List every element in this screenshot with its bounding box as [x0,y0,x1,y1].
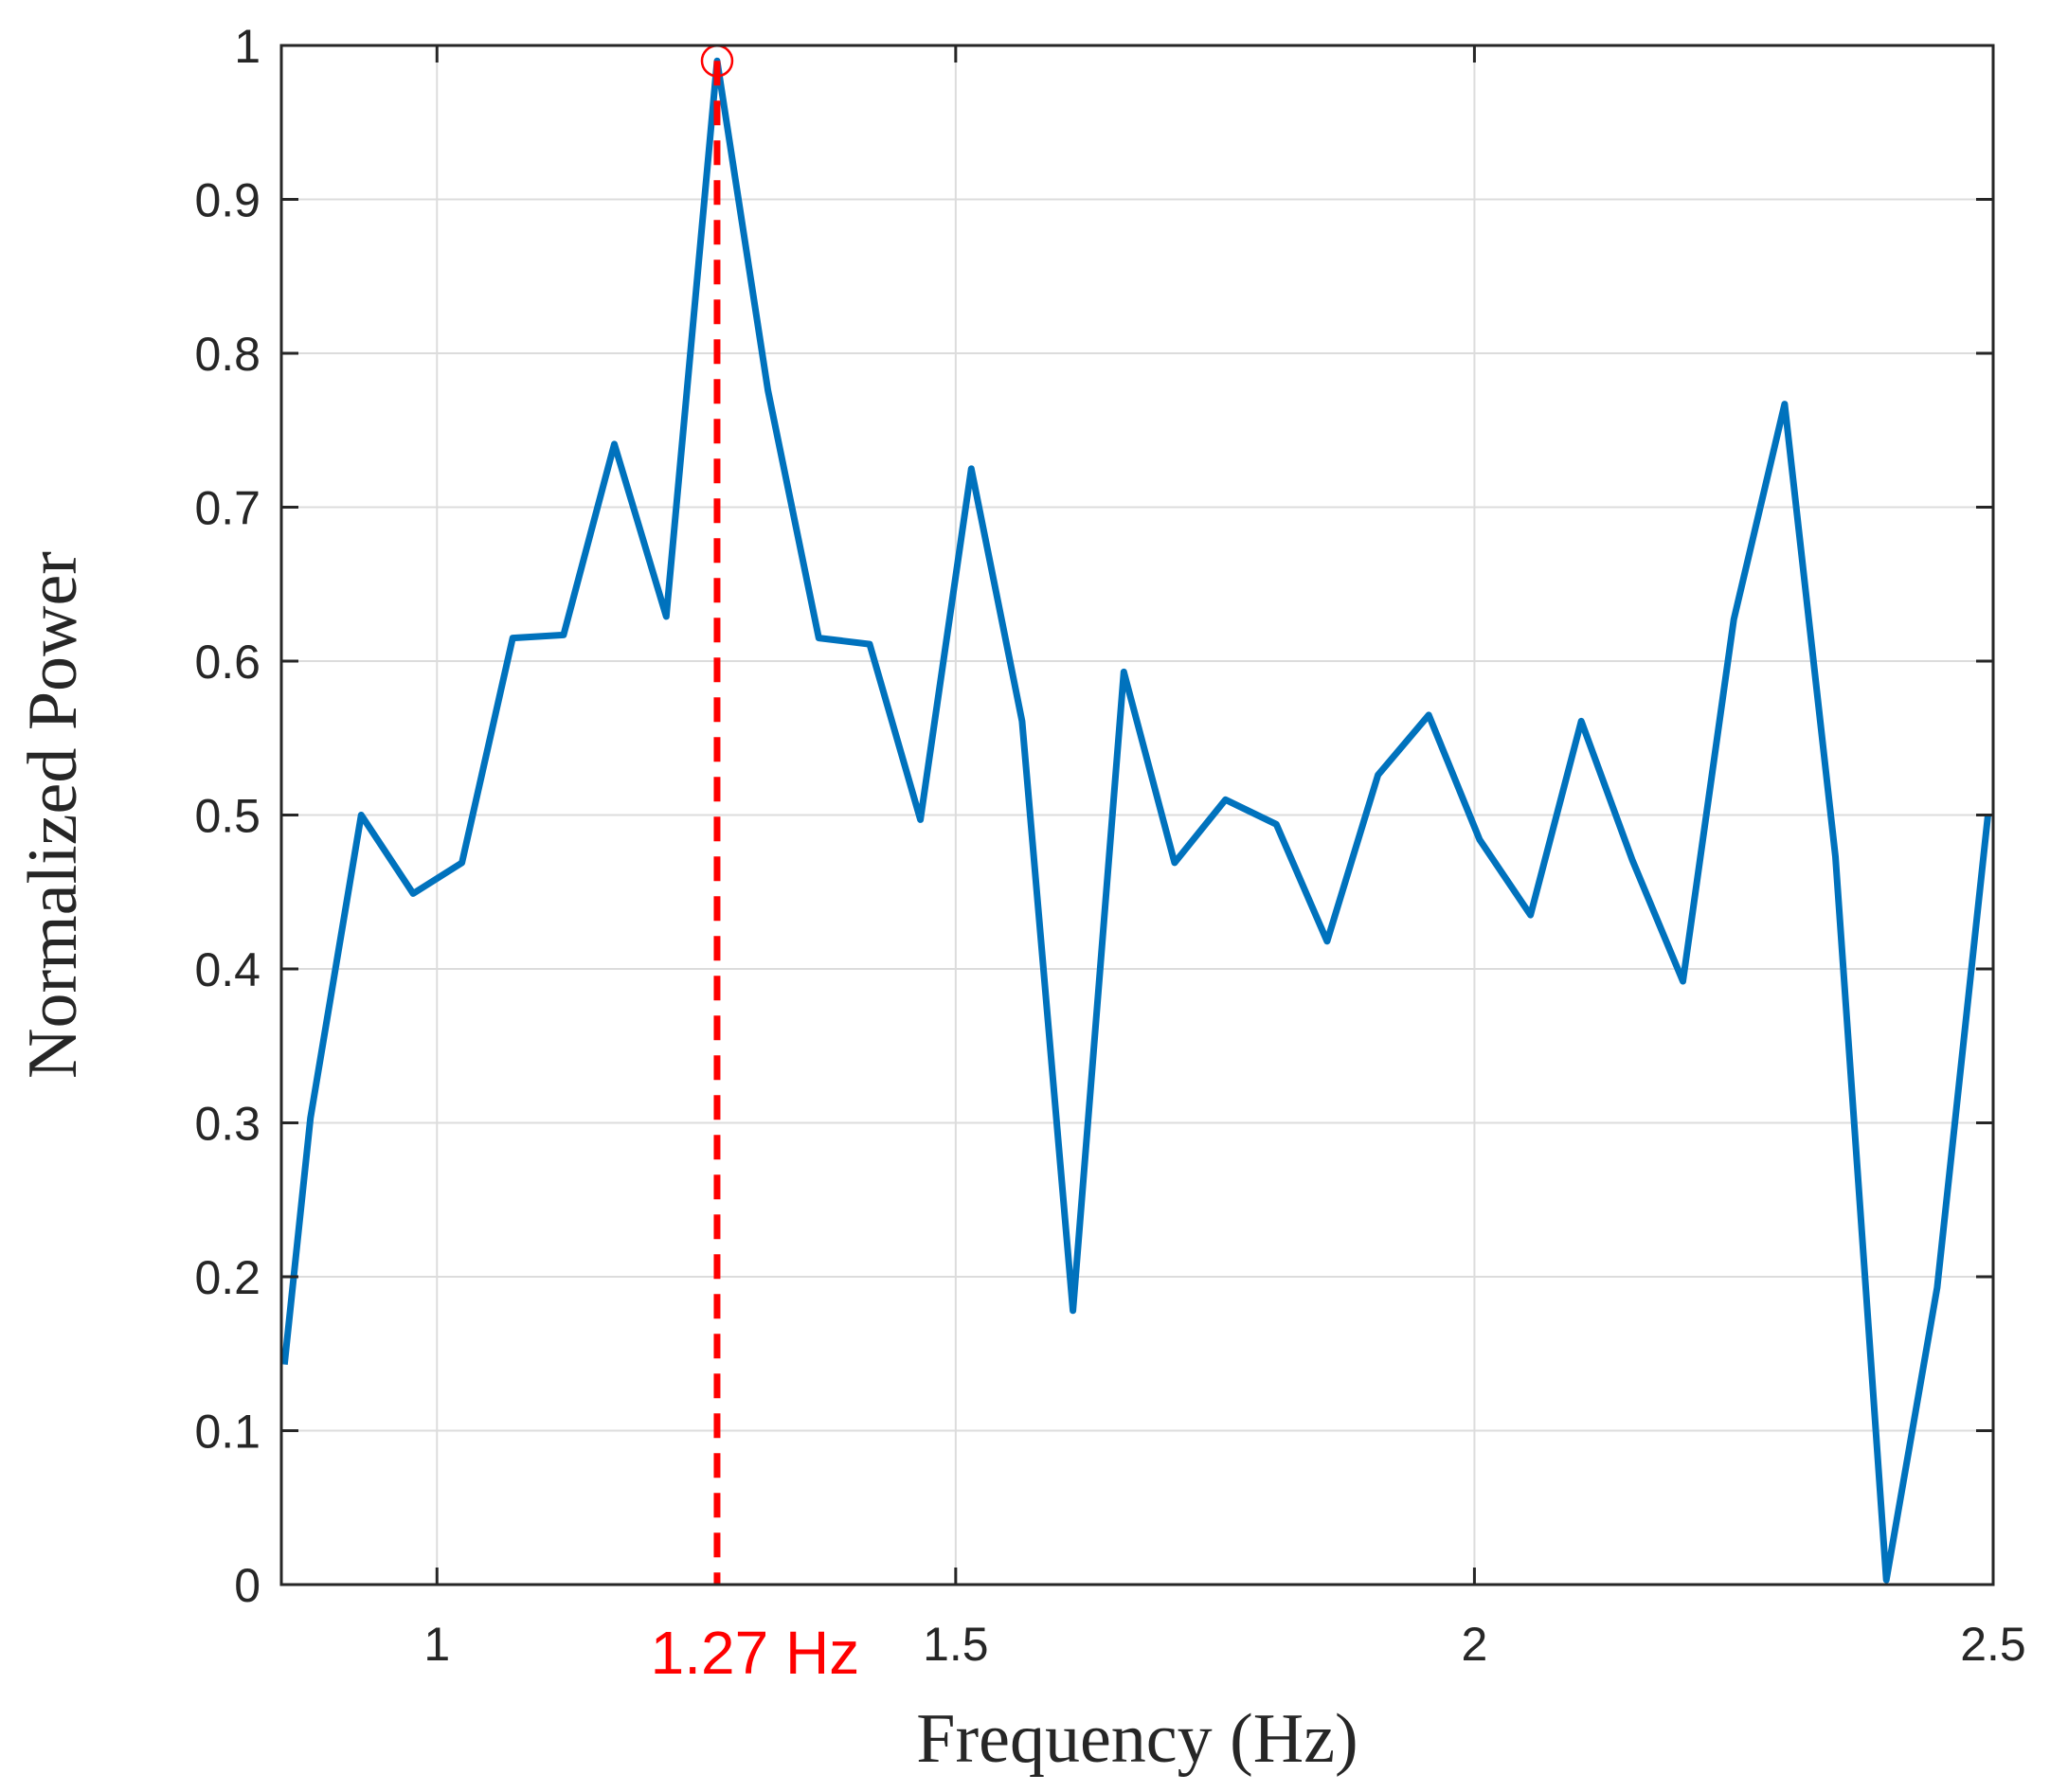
x-tick-label: 2 [1462,1618,1488,1671]
x-tick-label: 1 [423,1618,450,1671]
y-tick-label: 0 [234,1559,261,1612]
x-tick-label: 1.5 [923,1618,989,1671]
tick-marks [281,44,1995,1586]
y-tick-label: 0.1 [194,1406,261,1459]
grid-lines [281,45,1994,1586]
y-axis-label: Normalized Power [14,551,92,1079]
series-layer [280,57,1991,1584]
y-tick-label: 0.7 [194,482,261,535]
annotation-layer: 1.27 Hz [651,45,860,1687]
y-tick-label: 0.6 [194,636,261,689]
y-tick-label: 0.2 [194,1251,261,1304]
x-axis-label: Frequency (Hz) [916,1700,1358,1778]
y-tick-label: 0.9 [194,174,261,227]
x-tick-label: 2.5 [1960,1618,2026,1671]
x-tick-labels: 1 1.5 2 2.5 [423,1618,2025,1671]
y-tick-label: 0.8 [194,328,261,381]
y-tick-label: 1 [234,20,261,73]
y-tick-labels: 0 0.1 0.2 0.3 0.4 0.5 0.6 0.7 0.8 0.9 1 [194,20,261,1612]
peak-frequency-label: 1.27 Hz [651,1619,860,1687]
y-tick-label: 0.3 [194,1098,261,1151]
series-line [280,57,1991,1584]
y-tick-label: 0.4 [194,943,261,996]
y-tick-label: 0.5 [194,790,261,843]
